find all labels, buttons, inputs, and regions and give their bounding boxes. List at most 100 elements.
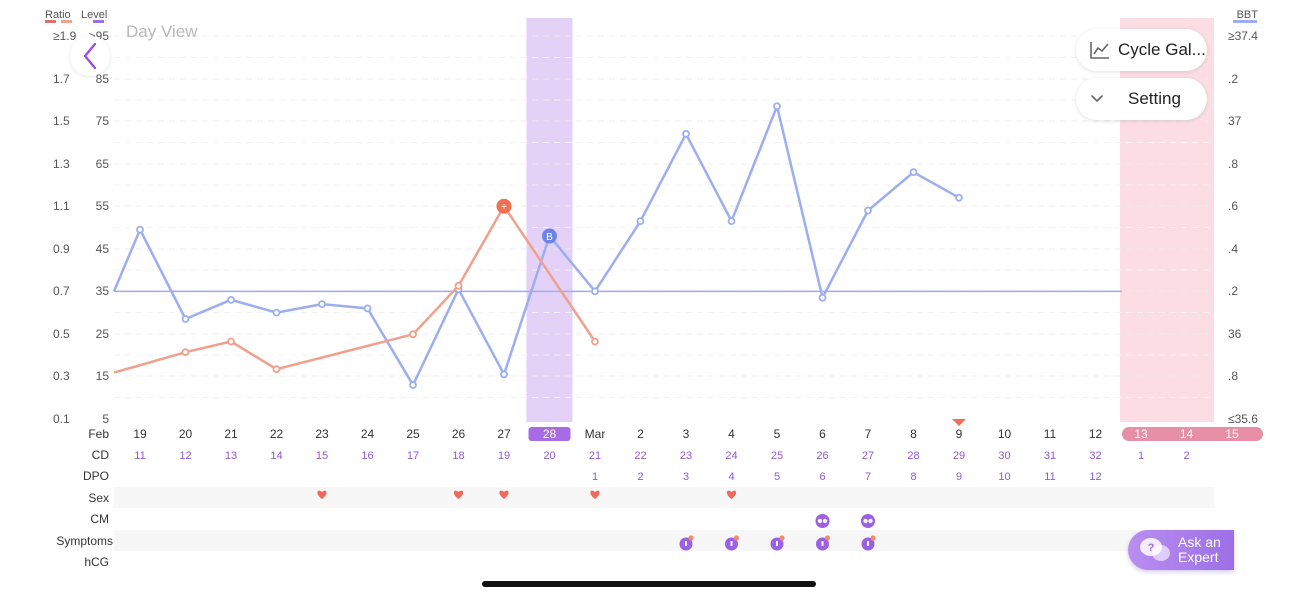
bbt-tick-label: .8 bbox=[1228, 157, 1238, 171]
date-label: 23 bbox=[315, 427, 329, 441]
symptom-icon-badge bbox=[779, 535, 785, 541]
symptom-icon-mark bbox=[867, 541, 869, 546]
date-label: 14 bbox=[1180, 427, 1194, 441]
sex-row-label: Sex bbox=[88, 491, 109, 505]
dpo-value: 10 bbox=[998, 471, 1010, 483]
bbt-tick-label: ≤35.6 bbox=[1228, 412, 1258, 426]
period-dates-pill bbox=[1122, 427, 1263, 441]
level-series-line bbox=[113, 204, 597, 374]
bbt-data-point bbox=[227, 295, 235, 304]
level-data-point bbox=[409, 330, 417, 339]
dpo-value: 9 bbox=[956, 471, 962, 483]
date-label: 26 bbox=[452, 427, 466, 441]
cd-value: 27 bbox=[862, 450, 874, 462]
level-tick-label: 25 bbox=[96, 327, 110, 341]
symptom-icon-mark bbox=[821, 541, 824, 546]
back-button[interactable] bbox=[70, 36, 110, 76]
cd-value: 26 bbox=[816, 450, 828, 462]
cd-value: 20 bbox=[543, 450, 555, 462]
cervical-mucus-icon bbox=[815, 514, 830, 528]
cd-value: 32 bbox=[1089, 450, 1101, 462]
date-label: 19 bbox=[133, 427, 147, 441]
bbt-data-point bbox=[318, 300, 326, 309]
chat-bubbles-icon: ? bbox=[1140, 538, 1170, 561]
bbt-data-point bbox=[818, 293, 827, 302]
date-label: 22 bbox=[270, 427, 284, 441]
level-tick-label: 45 bbox=[96, 242, 110, 256]
bbt-tick-label: .6 bbox=[1228, 199, 1238, 213]
today-marker bbox=[952, 419, 966, 426]
ratio-tick-label: 1.3 bbox=[53, 157, 70, 171]
setting-label: Setting bbox=[1128, 89, 1181, 108]
ask-expert-line1: Ask an bbox=[1178, 534, 1221, 550]
cd-value: 22 bbox=[634, 450, 646, 462]
ask-expert-button[interactable]: ? Ask an Expert bbox=[1128, 530, 1234, 570]
cervical-mucus-icon-dot bbox=[868, 518, 873, 524]
date-label: 6 bbox=[819, 427, 826, 441]
level-tick-label: 65 bbox=[96, 157, 110, 171]
date-label: Mar bbox=[585, 427, 606, 441]
cd-value: 11 bbox=[134, 450, 145, 462]
dpo-value: 8 bbox=[910, 471, 916, 483]
date-label: 24 bbox=[361, 427, 375, 441]
date-label: 10 bbox=[998, 427, 1012, 441]
cd-value: 23 bbox=[680, 450, 692, 462]
cycle-gallery-button[interactable]: Cycle Gal... bbox=[1076, 29, 1207, 71]
dpo-value: 12 bbox=[1089, 471, 1101, 483]
symptom-icon-badge bbox=[688, 535, 694, 541]
cd-value: 28 bbox=[907, 450, 919, 462]
dpo-value: 11 bbox=[1044, 471, 1055, 483]
chevron-down-icon bbox=[1091, 95, 1103, 103]
bbt-data-point bbox=[727, 217, 736, 226]
date-label: 15 bbox=[1225, 427, 1239, 441]
bbt-data-point bbox=[591, 287, 599, 296]
ovulation-date-highlight bbox=[528, 427, 571, 441]
marker-label: + bbox=[501, 202, 507, 213]
home-indicator[interactable] bbox=[482, 581, 816, 587]
bbt-tick-label: .8 bbox=[1228, 369, 1238, 383]
symptom-icon-mark bbox=[685, 541, 687, 546]
date-label: 13 bbox=[1134, 427, 1148, 441]
ratio-tick-label: ≥1.9 bbox=[53, 29, 77, 43]
heart-icon bbox=[590, 490, 600, 499]
day-view-label: Day View bbox=[126, 22, 198, 41]
level-tick-label: 15 bbox=[96, 369, 110, 383]
symptoms-row-band bbox=[114, 530, 1214, 551]
bbt-tick-label: .2 bbox=[1228, 72, 1238, 86]
date-label: 2 bbox=[637, 427, 644, 441]
level-data-point bbox=[227, 337, 235, 346]
cd-value: 29 bbox=[953, 450, 965, 462]
line-chart-icon bbox=[1090, 42, 1109, 59]
cm-row-label: CM bbox=[90, 512, 109, 526]
cd-value: 19 bbox=[498, 450, 510, 462]
ratio-tick-label: 1.5 bbox=[53, 114, 70, 128]
bbt-data-point bbox=[181, 315, 190, 323]
marker-label: B bbox=[546, 232, 553, 243]
symptom-icon-mark bbox=[730, 541, 733, 546]
ask-expert-line2: Expert bbox=[1178, 549, 1219, 565]
bbt-data-point bbox=[363, 304, 372, 313]
heart-icon bbox=[453, 490, 464, 499]
dpo-value: 6 bbox=[819, 471, 825, 483]
ratio-axis-title: Ratio bbox=[45, 9, 71, 21]
svg-text:?: ? bbox=[1148, 542, 1155, 554]
bbt-data-point bbox=[500, 370, 508, 379]
symptoms-row-label: Symptoms bbox=[56, 534, 113, 548]
bbt-data-point bbox=[955, 193, 963, 202]
cd-value: 15 bbox=[316, 450, 328, 462]
symptom-icon-badge bbox=[733, 535, 740, 541]
bbt-data-point bbox=[773, 102, 781, 111]
bbt-data-point bbox=[136, 225, 144, 234]
level-data-point bbox=[591, 337, 599, 346]
level-tick-label: 55 bbox=[96, 199, 110, 213]
cervical-mucus-icon-dot bbox=[817, 518, 823, 524]
cd-value: 18 bbox=[452, 450, 464, 462]
bbt-tick-label: 36 bbox=[1228, 327, 1242, 341]
level-legend-swatch bbox=[93, 20, 104, 23]
cd-row-label: CD bbox=[92, 448, 110, 462]
date-label: 9 bbox=[956, 427, 963, 441]
level-tick-label: 85 bbox=[96, 72, 110, 86]
setting-button[interactable]: Setting bbox=[1076, 78, 1207, 120]
date-label: 11 bbox=[1044, 427, 1057, 441]
